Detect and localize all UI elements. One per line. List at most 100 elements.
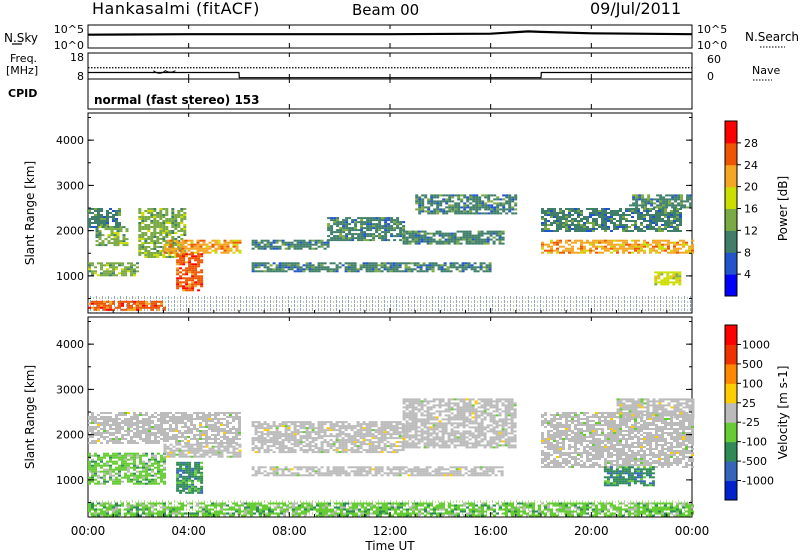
scatter-cell <box>601 239 604 242</box>
scatter-cell <box>387 229 391 232</box>
scatter-cell <box>427 200 431 203</box>
scatter-cell <box>353 266 357 269</box>
scatter-cell <box>511 502 514 505</box>
scatter-cell <box>181 451 185 454</box>
scatter-cell <box>655 228 658 230</box>
scatter-cell <box>511 508 514 511</box>
scatter-cell <box>571 502 574 505</box>
scatter-cell <box>112 462 115 465</box>
scatter-cell <box>115 416 118 418</box>
scatter-cell <box>196 438 199 440</box>
scatter-cell <box>631 239 634 242</box>
scatter-cell <box>226 445 230 448</box>
scatter-cell <box>125 242 129 245</box>
scatter-cell <box>502 508 505 511</box>
scatter-cell <box>191 265 195 268</box>
scatter-cell <box>278 239 282 242</box>
scatter-cell <box>226 245 230 248</box>
scatter-cell <box>139 422 142 424</box>
scatter-cell <box>365 264 369 267</box>
scatter-cell <box>351 237 355 240</box>
scatter-cell <box>505 208 509 211</box>
scatter-cell <box>487 194 491 197</box>
scatter-cell <box>655 214 658 216</box>
scatter-cell <box>144 246 148 248</box>
scatter-cell <box>139 304 142 307</box>
scatter-cell <box>91 300 94 303</box>
scatter-cell <box>148 440 151 442</box>
scatter-cell <box>314 239 318 242</box>
scatter-cell <box>640 243 643 246</box>
scatter-cell <box>553 212 556 214</box>
scatter-cell <box>199 436 202 438</box>
scatter-cell <box>330 225 334 228</box>
scatter-cell <box>311 239 315 242</box>
scatter-cell <box>479 262 483 265</box>
scatter-cell <box>145 442 148 444</box>
scatter-cell <box>493 504 496 507</box>
scatter-cell <box>550 208 553 210</box>
colorbar-tick-label: 20 <box>744 181 758 194</box>
scatter-cell <box>295 506 298 509</box>
scatter-cell <box>679 224 682 226</box>
scatter-cell <box>463 212 467 215</box>
scatter-cell <box>188 469 192 472</box>
scatter-cell <box>200 281 204 284</box>
scatter-cell <box>157 510 160 513</box>
scatter-cell <box>147 218 151 220</box>
scatter-cell <box>632 194 636 197</box>
scatter-cell <box>205 414 208 416</box>
scatter-cell <box>333 239 337 242</box>
scatter-cell <box>583 230 586 232</box>
scatter-cell <box>299 268 303 271</box>
scatter-cell <box>468 236 472 239</box>
scatter-cell <box>185 483 189 486</box>
scatter-cell <box>183 230 187 232</box>
scatter-cell <box>384 229 388 232</box>
scatter-cell <box>187 443 191 446</box>
scatter-cell <box>133 416 136 418</box>
scatter-cell <box>193 424 196 426</box>
scatter-cell <box>678 273 682 276</box>
scatter-cell <box>319 514 322 517</box>
scatter-cell <box>121 464 124 467</box>
scatter-cell <box>199 426 202 428</box>
scatter-cell <box>373 512 376 515</box>
scatter-cell <box>332 268 336 271</box>
scatter-cell <box>553 504 556 507</box>
scatter-cell <box>327 225 331 228</box>
scatter-cell <box>670 241 673 244</box>
scatter-cell <box>142 300 145 303</box>
scatter-cell <box>577 214 580 216</box>
scatter-cell <box>130 462 133 465</box>
scatter-cell <box>505 512 508 515</box>
scatter-cell <box>622 212 625 214</box>
scatter-cell <box>448 194 452 197</box>
scatter-cell <box>448 510 451 513</box>
scatter-cell <box>508 504 511 507</box>
scatter-cell <box>508 196 512 199</box>
scatter-cell <box>628 243 631 246</box>
scatter-cell <box>676 243 679 246</box>
scatter-cell <box>440 266 444 269</box>
scatter-cell <box>229 416 232 418</box>
scatter-cell <box>296 247 300 250</box>
scatter-cell <box>160 456 163 459</box>
scatter-cell <box>188 277 192 280</box>
scatter-cell <box>480 238 484 241</box>
scatter-cell <box>568 228 571 230</box>
scatter-cell <box>485 268 489 271</box>
scatter-cell <box>688 512 691 515</box>
scatter-cell <box>586 241 589 244</box>
scatter-cell <box>142 474 145 477</box>
scatter-cell <box>150 220 154 222</box>
scatter-cell <box>200 283 204 286</box>
scatter-cell <box>130 262 133 265</box>
scatter-cell <box>613 508 616 511</box>
scatter-cell <box>382 506 385 509</box>
scatter-cell <box>675 279 679 282</box>
scatter-cell <box>112 468 115 471</box>
scatter-cell <box>91 274 94 277</box>
scatter-cell <box>181 416 184 418</box>
scatter-cell <box>238 424 241 426</box>
